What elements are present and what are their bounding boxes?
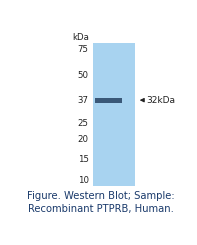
Text: 25: 25	[78, 119, 89, 128]
Text: 15: 15	[78, 155, 89, 164]
Text: 10: 10	[78, 176, 89, 185]
Bar	[95, 98, 122, 103]
Text: 32kDa: 32kDa	[147, 96, 176, 105]
Bar	[93, 43, 135, 186]
Text: kDa: kDa	[72, 33, 89, 42]
Text: 20: 20	[78, 135, 89, 144]
Text: 50: 50	[78, 71, 89, 80]
Text: Figure. Western Blot; Sample:: Figure. Western Blot; Sample:	[27, 191, 175, 201]
Text: Recombinant PTPRB, Human.: Recombinant PTPRB, Human.	[28, 204, 174, 214]
Text: 37: 37	[78, 96, 89, 105]
Text: 75: 75	[78, 45, 89, 54]
